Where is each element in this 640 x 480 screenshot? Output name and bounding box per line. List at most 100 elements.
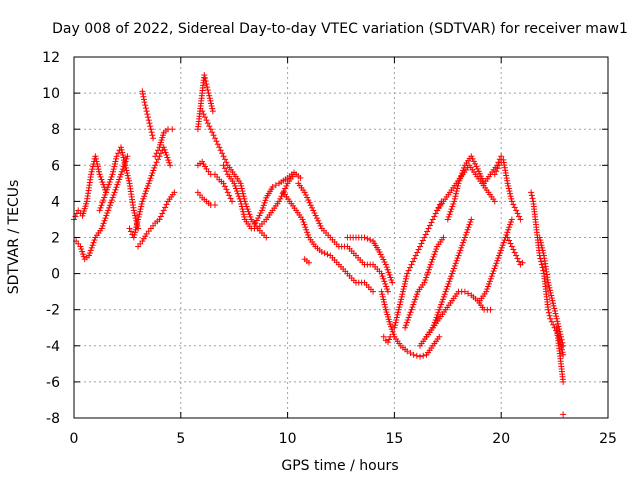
- data-point-interp: [550, 321, 557, 328]
- data-point: [528, 189, 535, 196]
- data-point-interp: [444, 283, 451, 290]
- data-point-interp: [389, 328, 396, 335]
- data-point: [513, 207, 520, 214]
- data-point-interp: [506, 237, 513, 244]
- data-point: [105, 207, 112, 214]
- data-point-interp: [107, 199, 114, 206]
- data-point: [117, 144, 124, 151]
- data-point-interp: [401, 283, 408, 290]
- data-point-interp: [307, 202, 314, 209]
- data-point: [508, 198, 515, 205]
- data-point-interp: [507, 219, 514, 226]
- data-point-interp: [553, 313, 560, 320]
- data-point-interp: [380, 256, 387, 263]
- data-point: [231, 180, 238, 187]
- data-point-interp: [223, 159, 230, 166]
- data-point-interp: [484, 286, 491, 293]
- data-point-interp: [159, 210, 166, 217]
- data-point: [203, 117, 210, 124]
- data-point-interp: [108, 173, 115, 180]
- data-point-interp: [221, 165, 228, 172]
- data-point-interp: [385, 269, 392, 276]
- data-point-interp: [393, 314, 400, 321]
- data-point-interp: [402, 322, 409, 329]
- data-point-interp: [104, 210, 111, 217]
- data-point-interp: [132, 229, 139, 236]
- data-point: [152, 153, 159, 160]
- data-point-interp: [106, 204, 113, 211]
- data-point: [297, 174, 304, 181]
- data-point-interp: [554, 320, 561, 327]
- data-point-interp: [219, 150, 226, 157]
- y-tick-label: 6: [51, 158, 60, 174]
- data-point-interp: [441, 291, 448, 298]
- data-point-interp: [497, 247, 504, 254]
- data-point: [387, 333, 394, 340]
- data-point-interp: [557, 331, 564, 338]
- data-point-interp: [101, 194, 108, 201]
- data-point-interp: [149, 170, 156, 177]
- data-point-interp: [414, 249, 421, 256]
- data-point-interp: [459, 242, 466, 249]
- data-point: [117, 171, 124, 178]
- data-point: [517, 216, 524, 223]
- data-point: [310, 207, 317, 214]
- data-point-interp: [460, 167, 467, 174]
- data-point: [440, 234, 447, 241]
- data-point-interp: [306, 199, 313, 206]
- data-point-interp: [392, 319, 399, 326]
- data-point-interp: [507, 221, 514, 228]
- data-point-interp: [127, 228, 134, 235]
- data-point-interp: [387, 274, 394, 281]
- data-point: [124, 153, 131, 160]
- data-point-interp: [500, 239, 507, 246]
- data-point-interp: [516, 213, 522, 220]
- data-point-interp: [406, 311, 413, 318]
- data-point-interp: [210, 132, 217, 139]
- data-point: [425, 225, 432, 232]
- data-point: [468, 216, 475, 223]
- data-point-interp: [239, 206, 246, 213]
- data-point-interp: [507, 190, 514, 197]
- data-point-interp: [232, 182, 239, 189]
- data-point-interp: [422, 277, 429, 284]
- data-point-interp: [505, 185, 512, 192]
- data-point-interp: [456, 249, 463, 256]
- data-point: [442, 288, 449, 295]
- data-point-interp: [120, 154, 127, 161]
- data-point-interp: [98, 202, 105, 209]
- data-point-interp: [505, 226, 512, 233]
- data-point-interp: [240, 190, 247, 197]
- data-point-interp: [312, 212, 319, 219]
- data-point: [77, 243, 84, 250]
- data-point-interp: [110, 168, 117, 175]
- data-point-interp: [92, 155, 99, 162]
- data-point-interp: [209, 129, 216, 136]
- data-point: [220, 153, 227, 160]
- data-point-interp: [86, 249, 93, 256]
- data-point-interp: [554, 318, 561, 325]
- data-point-interp: [399, 291, 406, 298]
- data-point-interp: [114, 181, 121, 188]
- data-point: [269, 183, 276, 190]
- data-point-interp: [432, 210, 439, 217]
- data-point-interp: [87, 247, 94, 254]
- data-point-interp: [91, 237, 98, 244]
- data-point-interp: [413, 291, 420, 298]
- data-point-interp: [163, 151, 170, 158]
- data-point: [252, 220, 259, 227]
- data-point-interp: [240, 211, 247, 218]
- data-point-interp: [107, 176, 114, 183]
- grid-layer: [74, 57, 608, 418]
- data-point-interp: [381, 298, 388, 305]
- data-point-interp: [202, 75, 209, 82]
- data-point: [145, 117, 152, 124]
- data-point: [378, 270, 385, 277]
- data-point-interp: [539, 247, 546, 254]
- data-point-interp: [457, 175, 464, 182]
- data-point-interp: [112, 158, 119, 165]
- data-point-interp: [133, 224, 140, 231]
- data-point-interp: [136, 208, 143, 215]
- data-point: [167, 162, 174, 169]
- data-point-interp: [140, 96, 147, 103]
